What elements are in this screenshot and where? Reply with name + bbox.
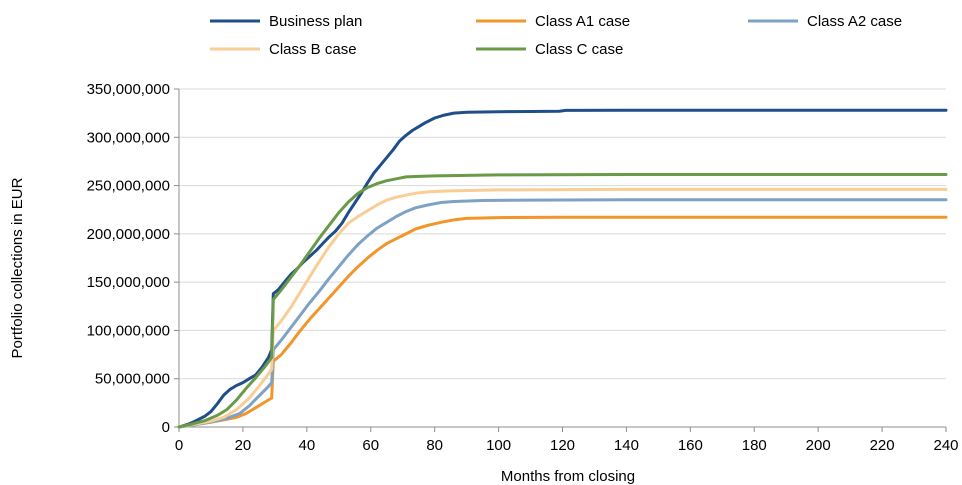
y-tick-label-4: 200,000,000 [87,226,170,243]
series-line-class-a2-case [177,198,948,429]
x-tick-label-7: 140 [614,437,639,454]
x-tick-label-5: 100 [486,437,511,454]
y-tick-label-5: 250,000,000 [87,178,170,195]
series-lines [177,108,948,429]
legend-label-class-c-case: Class C case [535,41,623,58]
y-tick-label-7: 350,000,000 [87,81,170,98]
series-line-class-c-case [177,173,948,429]
x-tick-label-0: 0 [175,437,183,454]
x-tick-label-2: 40 [298,437,315,454]
y-tick-labels: 0 50,000,000 100,000,000 150,000,000 200,000… [87,81,170,436]
legend: Business plan Class A1 case Class A2 case C… [210,13,902,58]
x-tick-label-10: 200 [806,437,831,454]
x-axis-title: Months from closing [501,468,635,485]
y-tick-label-0: 0 [162,419,170,436]
axes [174,88,947,432]
legend-label-business-plan: Business plan [269,13,362,30]
legend-label-class-a1-case: Class A1 case [535,13,630,30]
x-tick-label-3: 60 [362,437,379,454]
y-tick-label-6: 300,000,000 [87,129,170,146]
x-tick-label-6: 120 [550,437,575,454]
x-tick-label-1: 20 [235,437,252,454]
x-tick-label-8: 160 [678,437,703,454]
y-tick-label-2: 100,000,000 [87,322,170,339]
x-tick-labels: 0 20 40 60 80 100 120 140 160 180 200 220 240 [175,437,959,454]
series-line-class-b-case [177,187,948,429]
x-tick-label-12: 240 [933,437,958,454]
x-tick-label-9: 180 [742,437,767,454]
y-axis-title: Portfolio collections in EUR [9,177,26,358]
legend-label-class-b-case: Class B case [269,41,357,58]
x-tick-label-4: 80 [426,437,443,454]
y-tick-label-1: 50,000,000 [95,371,170,388]
x-tick-label-11: 220 [870,437,895,454]
legend-label-class-a2-case: Class A2 case [807,13,902,30]
gridlines [179,88,946,380]
series-line-class-a1-case [177,215,948,429]
series-line-business-plan [177,108,948,429]
y-tick-label-3: 150,000,000 [87,274,170,291]
